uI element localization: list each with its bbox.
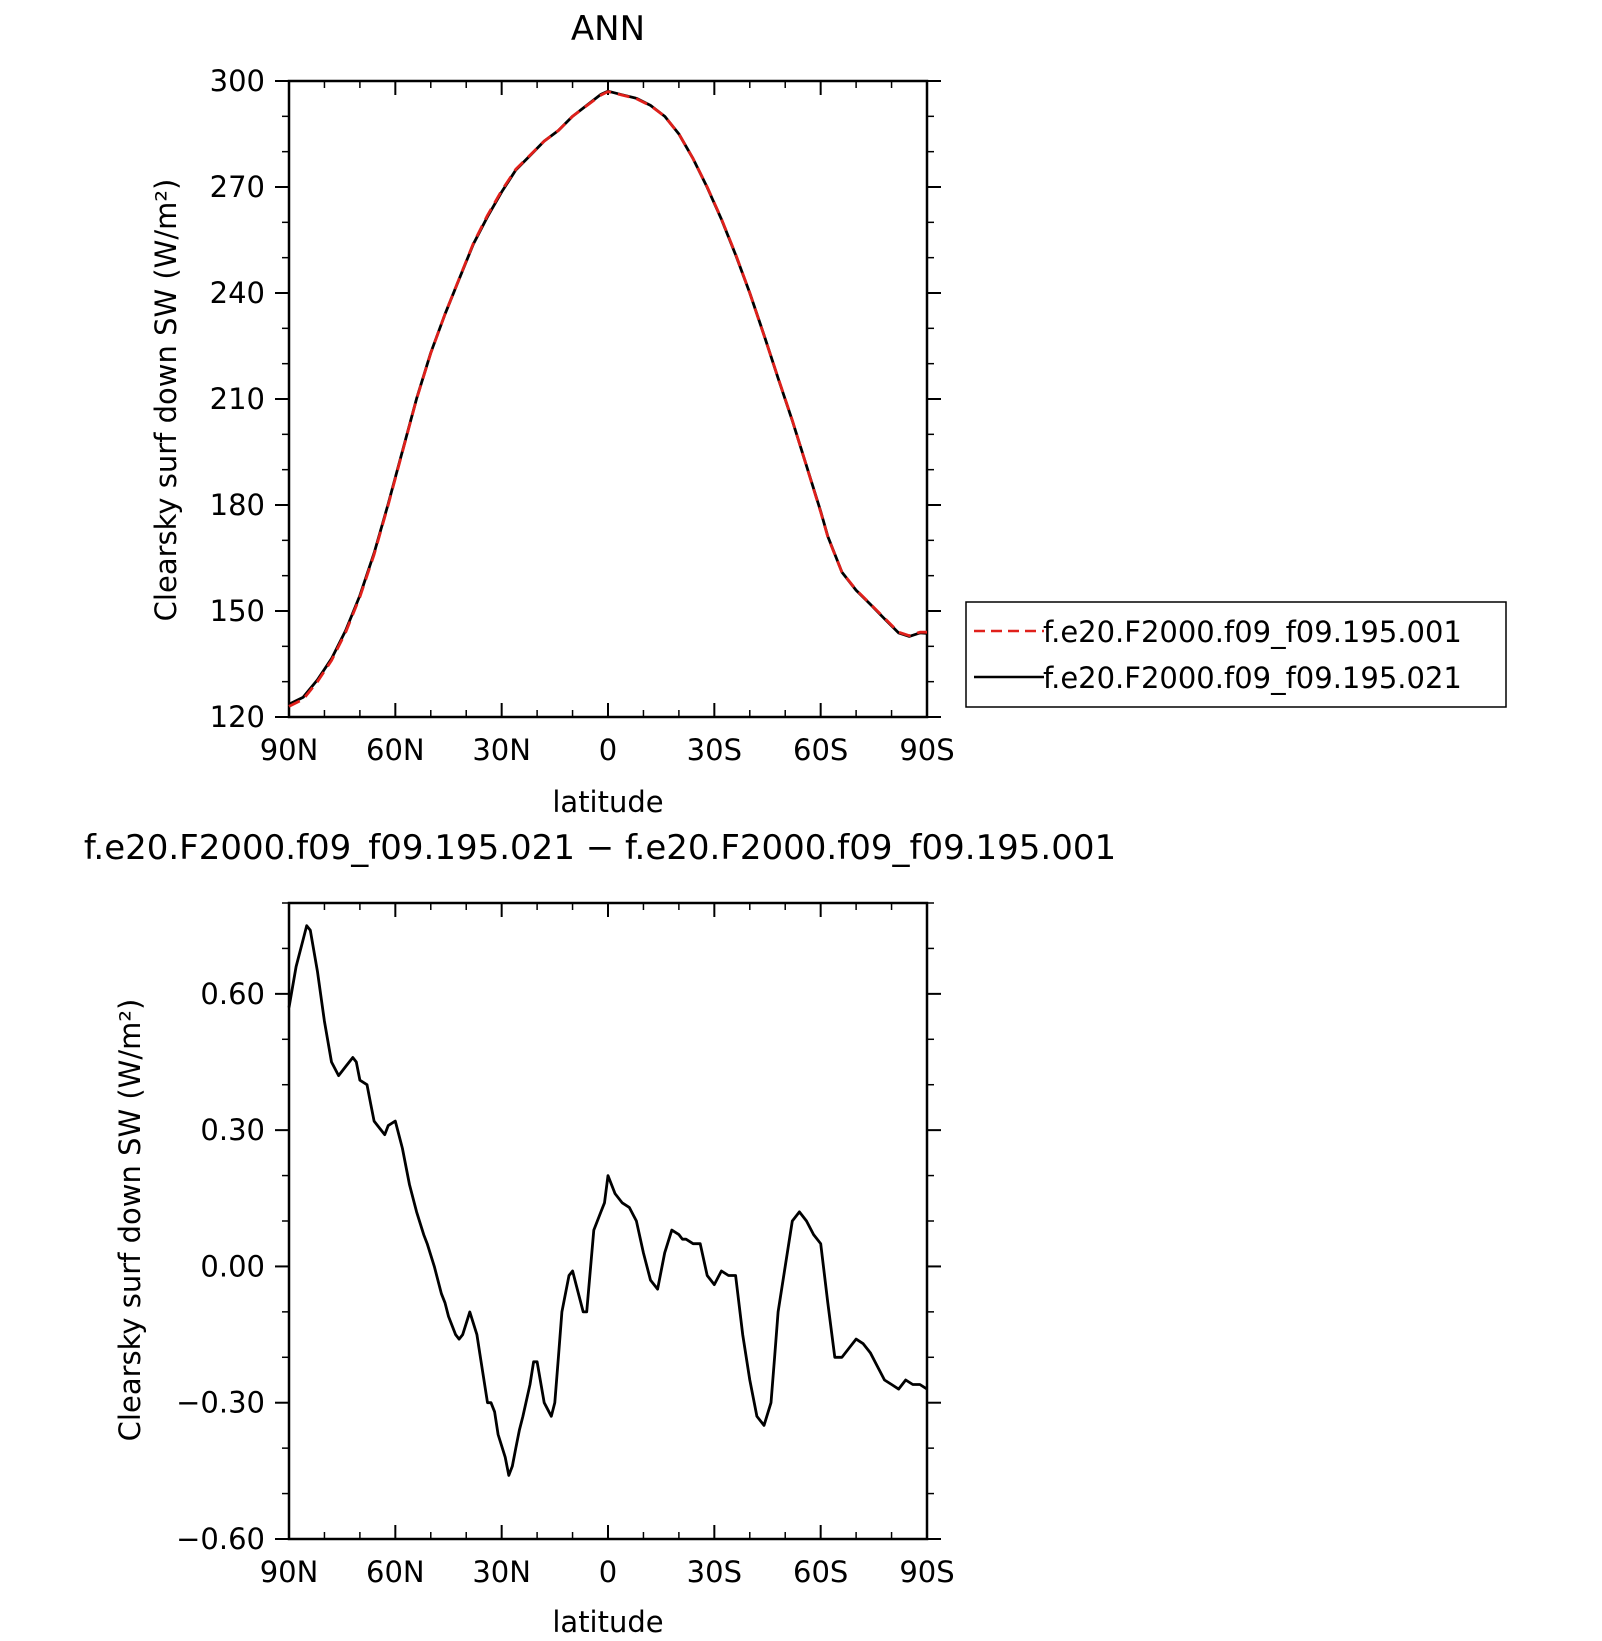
legend-label-series-001: f.e20.F2000.f09_f09.195.001 — [1043, 615, 1462, 649]
top-chart-ytick-label: 180 — [210, 488, 265, 522]
top-chart-xlabel: latitude — [552, 785, 663, 819]
bottom-chart-series-line-0 — [287, 924, 928, 1477]
top-chart-title: ANN — [571, 9, 645, 49]
top-chart-ytick-label: 150 — [210, 594, 265, 628]
top-chart-xtick-label: 30N — [472, 733, 531, 767]
top-chart-ytick-label: 210 — [210, 382, 265, 416]
top-chart-xtick-label: 90S — [899, 733, 954, 767]
legend-box — [965, 601, 1507, 708]
bottom-chart: f.e20.F2000.f09_f09.195.021 − f.e20.F200… — [84, 828, 1116, 1639]
top-chart-xtick-label: 60N — [366, 733, 425, 767]
bottom-chart-ytick-label: −0.60 — [176, 1522, 265, 1556]
top-chart-series-line-1 — [288, 89, 928, 706]
top-chart-axes: 90N 60N 30N 0 30S 60S 90S 300 270 240 210 180 150 120 — [210, 64, 955, 767]
bottom-chart-xtick-label: 90S — [899, 1555, 954, 1589]
top-chart-xtick-label: 30S — [687, 733, 742, 767]
top-chart-xtick-label: 0 — [599, 733, 617, 767]
top-chart-xtick-label: 60S — [793, 733, 848, 767]
top-chart-frame — [287, 79, 929, 719]
legend-label-series-021: f.e20.F2000.f09_f09.195.021 — [1043, 661, 1462, 695]
bottom-chart-xtick-label: 60S — [793, 1555, 848, 1589]
bottom-chart-ytick-label: 0.60 — [200, 977, 265, 1011]
bottom-chart-ytick-label: 0.00 — [200, 1249, 265, 1283]
bottom-chart-xtick-label: 0 — [599, 1555, 617, 1589]
top-chart-ytick-label: 240 — [210, 276, 265, 310]
top-chart-series-line-0 — [288, 90, 927, 708]
bottom-chart-ylabel: Clearsky surf down SW (W/m²) — [113, 999, 147, 1442]
top-chart-ytick-label: 300 — [210, 64, 265, 98]
bottom-chart-title: f.e20.F2000.f09_f09.195.021 − f.e20.F200… — [84, 828, 1116, 868]
top-chart-ytick-label: 120 — [210, 700, 265, 734]
bottom-chart-ytick-label: −0.30 — [176, 1386, 265, 1420]
bottom-chart-xtick-label: 90N — [260, 1555, 319, 1589]
top-chart: ANN 90N 60N 30N 0 30S 60S 90S 300 270 240 210 180 15… — [149, 9, 955, 819]
top-chart-series — [288, 89, 928, 708]
top-chart-ytick-label: 270 — [210, 170, 265, 204]
bottom-chart-xtick-label: 60N — [366, 1555, 425, 1589]
bottom-chart-ytick-label: 0.30 — [200, 1113, 265, 1147]
bottom-chart-frame — [287, 901, 929, 1541]
bottom-chart-xlabel: latitude — [552, 1605, 663, 1639]
bottom-chart-series — [287, 924, 928, 1477]
top-chart-xtick-label: 90N — [260, 733, 319, 767]
top-chart-ylabel: Clearsky surf down SW (W/m²) — [149, 179, 183, 622]
legend: f.e20.F2000.f09_f09.195.001 f.e20.F2000.… — [965, 601, 1507, 708]
bottom-chart-xtick-label: 30N — [472, 1555, 531, 1589]
bottom-chart-axes: 90N 60N 30N 0 30S 60S 90S 0.60 0.30 0.00 −0.30 −0.6… — [176, 901, 955, 1589]
bottom-chart-xtick-label: 30S — [687, 1555, 742, 1589]
